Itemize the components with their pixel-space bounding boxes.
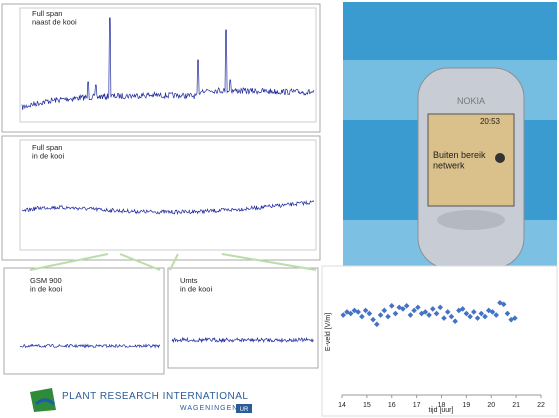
point xyxy=(478,310,485,317)
point xyxy=(381,307,388,314)
point xyxy=(448,313,455,320)
logo-name: PLANT RESEARCH INTERNATIONAL xyxy=(62,391,248,402)
point xyxy=(377,312,384,318)
point xyxy=(388,303,395,309)
y-axis-label: E-veld [V/m] xyxy=(325,313,332,351)
x-tick-label: 20 xyxy=(487,402,495,409)
point xyxy=(355,309,361,315)
point xyxy=(403,303,410,309)
plot-frame xyxy=(19,139,317,251)
point xyxy=(392,310,399,317)
x-tick-label: 17 xyxy=(413,402,421,409)
logo-wave xyxy=(35,398,55,406)
point xyxy=(411,307,417,314)
phone-key xyxy=(437,210,505,230)
point xyxy=(422,309,429,315)
chart: 14 15 16 17 18 19 20 21 22 xyxy=(338,299,545,409)
chart-frame xyxy=(321,265,558,417)
spectra xyxy=(19,17,315,349)
point xyxy=(418,310,425,317)
point xyxy=(359,313,365,320)
panel-title: Full span in de kooi xyxy=(32,143,64,161)
phone-icon xyxy=(495,153,505,163)
point xyxy=(474,315,481,321)
plot-frame xyxy=(19,7,317,123)
phone-message: Buiten bereik netwerk xyxy=(433,150,486,170)
point xyxy=(385,313,391,320)
point xyxy=(441,315,447,321)
x-tick-label: 15 xyxy=(363,402,371,409)
x-tick-label: 21 xyxy=(512,402,520,409)
phone-time: 20:53 xyxy=(480,117,501,126)
panel-title: Full span naast de kooi xyxy=(32,9,77,27)
zoom-connector xyxy=(29,253,317,271)
point xyxy=(467,313,473,320)
spectrum-trace xyxy=(21,199,315,216)
spectrum-trace xyxy=(19,343,161,349)
spectrum-trace xyxy=(171,336,314,344)
point xyxy=(347,310,354,317)
x-tick-label: 16 xyxy=(388,402,396,409)
point xyxy=(504,310,511,317)
x-tick-label: 19 xyxy=(462,402,470,409)
point xyxy=(471,309,477,315)
point xyxy=(512,315,518,321)
point xyxy=(370,316,376,323)
panel-title: Umts in de kooi xyxy=(180,276,212,294)
point xyxy=(489,309,496,315)
point xyxy=(415,304,421,311)
point xyxy=(444,309,451,315)
x-tick-label: 18 xyxy=(438,402,446,409)
point xyxy=(362,307,369,314)
phone-brand: NOKIA xyxy=(457,96,485,106)
logo-tag-box xyxy=(236,404,252,413)
point xyxy=(452,318,458,324)
logo-sub: WAGENINGEN xyxy=(180,405,238,412)
point xyxy=(340,312,347,318)
point xyxy=(429,306,436,312)
point xyxy=(426,312,432,318)
point xyxy=(374,321,380,328)
x-tick-label: 14 xyxy=(338,402,346,409)
panel-frame xyxy=(1,135,321,261)
point xyxy=(433,310,440,317)
point xyxy=(493,312,500,318)
point xyxy=(400,306,406,312)
point xyxy=(500,301,507,308)
point xyxy=(463,310,470,317)
panel-title: GSM 900 in de kooi xyxy=(30,276,62,294)
point xyxy=(366,310,373,317)
point xyxy=(459,306,466,312)
point xyxy=(407,312,414,318)
point xyxy=(497,299,503,306)
point xyxy=(482,313,488,320)
point xyxy=(396,304,403,311)
logo-tag: UR xyxy=(240,407,249,413)
panel-frame xyxy=(1,3,321,133)
panel-frame xyxy=(3,267,165,375)
x-axis-label: tijd [uur] xyxy=(429,407,454,414)
x-tick-label: 22 xyxy=(537,402,545,409)
point xyxy=(437,304,444,311)
panel-frame xyxy=(167,267,319,369)
spectrum-trace xyxy=(21,17,315,110)
